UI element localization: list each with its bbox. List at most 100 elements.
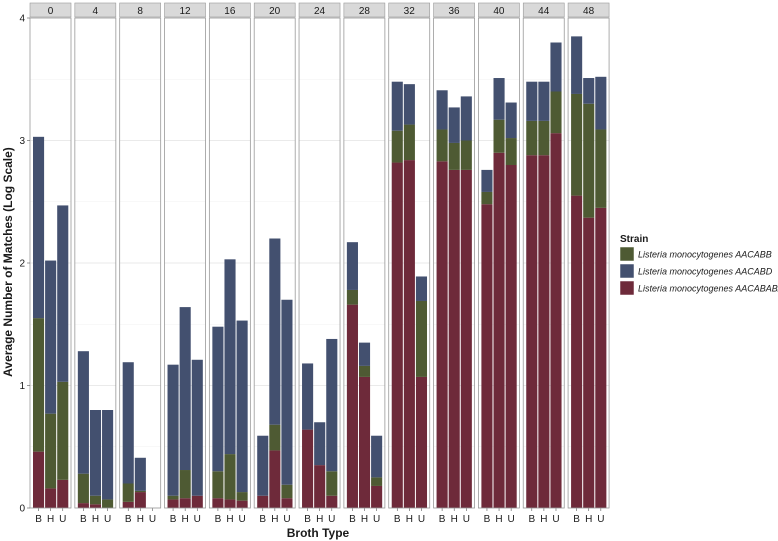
x-tick-label: U <box>194 514 201 525</box>
x-tick-label: H <box>226 514 233 525</box>
bar-segment <box>346 242 358 290</box>
x-tick-label: B <box>394 514 401 525</box>
bar-segment <box>415 300 428 377</box>
bar-segment <box>102 499 114 508</box>
bar-segment <box>77 473 89 504</box>
x-tick-label: H <box>182 514 189 525</box>
bar-segment <box>358 376 371 508</box>
bar-segment <box>326 471 338 496</box>
bar-segment <box>33 451 45 508</box>
x-tick-label: U <box>149 514 156 525</box>
bar-segment <box>436 129 448 162</box>
bar-segment <box>436 90 448 130</box>
bar-segment <box>122 501 134 508</box>
bar-segment <box>57 479 69 508</box>
x-axis-title: Broth Type <box>287 526 350 540</box>
bar-segment <box>236 500 248 508</box>
bar-segment <box>89 495 102 505</box>
x-tick-label: U <box>283 514 290 525</box>
x-tick-label: U <box>104 514 111 525</box>
bar-segment <box>526 81 538 121</box>
bar-segment <box>212 498 224 508</box>
panel-border <box>388 17 431 509</box>
bar-segment <box>89 410 102 496</box>
facet-strip-label: 36 <box>448 6 460 17</box>
bar-segment <box>538 155 550 508</box>
bar-segment <box>281 299 293 485</box>
x-tick-label: B <box>439 514 446 525</box>
bar-segment <box>33 136 45 319</box>
bar-segment <box>538 81 550 121</box>
bar-segment <box>122 362 134 484</box>
y-tick-label: 3 <box>19 136 25 147</box>
y-tick-label: 4 <box>19 14 25 25</box>
facet-panel-36: 36 B H U <box>433 2 475 525</box>
bar-segment <box>134 492 146 508</box>
bar-segment <box>481 204 493 508</box>
bar-segment <box>481 169 493 192</box>
bar-segment <box>326 338 338 472</box>
facet-panel-12: 12 B H U <box>164 2 206 525</box>
bar-segment <box>102 410 114 500</box>
bar-segment <box>415 276 428 301</box>
bar-segment <box>167 499 179 508</box>
bar-segment <box>314 422 326 466</box>
bar-segment <box>314 465 326 508</box>
bar-segment <box>595 207 607 508</box>
bar-segment <box>571 93 583 196</box>
x-tick-label: B <box>170 514 177 525</box>
x-tick-label: U <box>59 514 66 525</box>
bar-segment <box>595 129 607 208</box>
bar-segment <box>460 169 472 508</box>
y-tick-label: 0 <box>19 504 25 515</box>
legend-items: Listeria monocytogenes AACABB Listeria mo… <box>619 246 778 296</box>
facet-strip-label: 24 <box>314 6 326 17</box>
facet-panel-24: 24 B H U <box>298 2 341 525</box>
x-tick-label: H <box>495 514 502 525</box>
x-tick-label: B <box>484 514 491 525</box>
panel-border <box>343 17 386 509</box>
bar-segment <box>538 120 550 156</box>
bar-segment <box>346 289 358 305</box>
bar-segment <box>448 142 460 170</box>
bar-segment <box>583 103 595 218</box>
x-tick-label: B <box>349 514 356 525</box>
legend-label: Listeria monocytogenes AACABD <box>638 267 773 277</box>
facet-strip-label: 40 <box>493 6 505 17</box>
bar-segment <box>403 160 415 508</box>
bar-segment <box>550 133 562 508</box>
facet-strip-label: 48 <box>583 6 595 17</box>
x-tick-label: H <box>47 514 54 525</box>
y-axis-title: Average Number of Matches (Log Scale) <box>1 147 15 377</box>
facet-strip <box>388 2 431 18</box>
facet-panel-48: 48 B H U <box>567 2 610 525</box>
facet-strip <box>478 2 520 18</box>
bar-segment <box>583 217 595 509</box>
facet-strip <box>298 2 341 18</box>
bar-segment <box>481 191 493 205</box>
facet-strip <box>433 2 475 18</box>
x-tick-label: U <box>597 514 604 525</box>
bar-segment <box>191 359 203 496</box>
bar-segment <box>212 471 224 499</box>
bar-segment <box>224 499 236 508</box>
bar-segment <box>45 413 57 489</box>
bar-segment <box>526 155 538 508</box>
bar-segment <box>391 130 403 163</box>
facet-panel-32: 32 B H U <box>388 2 431 525</box>
bar-segment <box>236 320 248 493</box>
bar-segment <box>302 363 314 430</box>
x-tick-label: H <box>585 514 592 525</box>
bar-segment <box>57 205 69 382</box>
bar-segment <box>33 318 45 452</box>
x-tick-label: U <box>238 514 245 525</box>
bar-segment <box>448 169 460 508</box>
bar-segment <box>403 84 415 125</box>
x-tick-label: B <box>35 514 42 525</box>
bar-segment <box>505 102 517 139</box>
facet-panel-8: 8 B H U <box>119 2 162 525</box>
x-tick-label: H <box>316 514 323 525</box>
bar-segment <box>326 495 338 508</box>
x-tick-label: H <box>406 514 413 525</box>
